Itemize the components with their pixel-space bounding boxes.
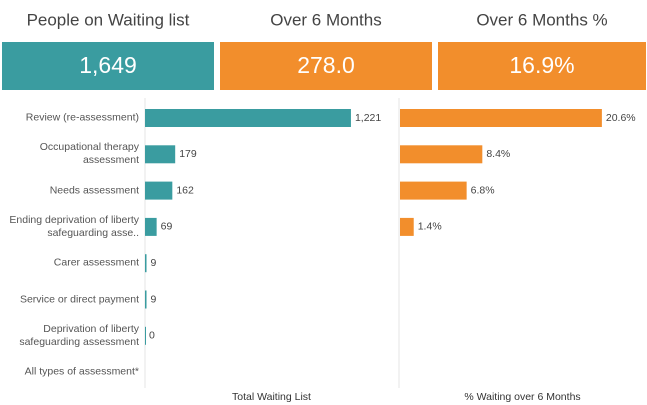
bar — [400, 181, 467, 200]
kpi-tile — [220, 42, 432, 90]
category-label: Review (re-assessment) — [25, 111, 139, 124]
value-label: 179 — [179, 148, 197, 160]
bar — [145, 254, 147, 273]
value-label: 0 — [149, 330, 155, 342]
kpi-value: 16.9% — [509, 52, 574, 78]
category-label: Ending deprivation of liberty safeguardi… — [9, 213, 139, 239]
bar — [145, 326, 146, 345]
category-label: Service or direct payment — [19, 293, 139, 305]
kpi-label: Over 6 Months — [270, 10, 382, 29]
kpi-label: People on Waiting list — [27, 10, 190, 29]
bar — [145, 181, 173, 200]
bar — [400, 145, 483, 164]
bar — [145, 217, 157, 236]
axis-title: % Waiting over 6 Months — [464, 391, 580, 403]
value-label: 20.6% — [606, 112, 636, 124]
value-label: 9 — [151, 257, 157, 269]
axis-title: Total Waiting List — [232, 391, 311, 403]
value-label: 162 — [176, 184, 194, 196]
value-label: 1.4% — [418, 221, 442, 233]
category-label: Occupational therapy assessment — [39, 141, 139, 167]
bar — [145, 109, 351, 127]
category-label: Deprivation of liberty safeguarding asse… — [19, 322, 139, 348]
bar — [145, 145, 176, 164]
kpi-tile — [2, 42, 214, 90]
category-label: All types of assessment* — [24, 365, 139, 378]
bar — [400, 109, 602, 127]
kpi-value: 278.0 — [297, 52, 355, 78]
category-label: Needs assessment — [49, 184, 139, 197]
value-label: 9 — [151, 293, 157, 305]
value-label: 1,221 — [355, 112, 381, 124]
value-label: 8.4% — [486, 148, 510, 160]
value-label: 6.8% — [471, 184, 495, 196]
value-label: 69 — [161, 221, 173, 233]
category-label: Carer assessment — [53, 256, 139, 269]
kpi-label: Over 6 Months % — [476, 10, 607, 29]
kpi-tile — [438, 42, 646, 90]
bar — [400, 217, 414, 236]
kpi-value: 1,649 — [79, 52, 137, 78]
bar — [145, 290, 147, 309]
